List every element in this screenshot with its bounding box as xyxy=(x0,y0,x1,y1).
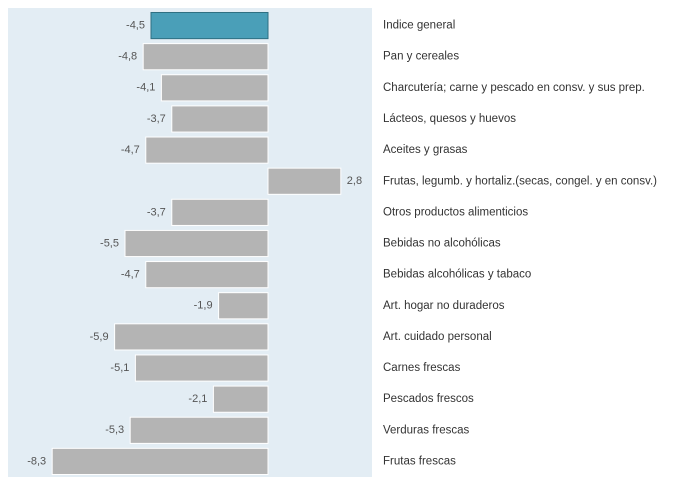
value-label: -5,5 xyxy=(100,237,119,249)
bar xyxy=(145,261,269,289)
category-label: Bebidas alcohólicas y tabaco xyxy=(383,269,531,281)
bar xyxy=(142,43,269,71)
category-label: Art. cuidado personal xyxy=(383,331,492,343)
category-label: Frutas, legumb. y hortaliz.(secas, conge… xyxy=(383,175,657,187)
value-label: -4,8 xyxy=(118,51,137,63)
bar xyxy=(212,385,269,413)
bar xyxy=(114,323,269,351)
value-label: -1,9 xyxy=(194,300,213,312)
category-label: Pan y cereales xyxy=(383,51,459,63)
bar xyxy=(267,167,342,195)
category-label: Art. hogar no duraderos xyxy=(383,300,505,312)
bar xyxy=(124,229,269,258)
value-label: -5,9 xyxy=(90,331,109,343)
category-label: Charcutería; carne y pescado en consv. y… xyxy=(383,82,645,94)
value-label: -4,7 xyxy=(121,269,140,281)
category-label: Indice general xyxy=(383,20,455,32)
bar xyxy=(218,292,269,320)
value-label: -4,7 xyxy=(121,144,140,156)
category-label: Bebidas no alcohólicas xyxy=(383,238,501,250)
bar xyxy=(51,447,269,476)
value-label: -3,7 xyxy=(147,113,166,125)
category-label: Frutas frescas xyxy=(383,455,456,467)
value-label: -2,1 xyxy=(188,393,207,405)
bar xyxy=(171,198,269,226)
category-label: Carnes frescas xyxy=(383,362,461,374)
bar xyxy=(171,105,269,133)
category-label: Pescados frescos xyxy=(383,393,474,405)
category-label: Verduras frescas xyxy=(383,424,470,436)
value-label: -5,3 xyxy=(105,424,124,436)
category-label: Otros productos alimenticios xyxy=(383,206,528,218)
bar xyxy=(145,136,269,164)
bar xyxy=(129,416,269,444)
bar xyxy=(160,74,269,102)
value-label: -8,3 xyxy=(27,455,46,467)
value-label: -4,5 xyxy=(126,19,145,31)
value-label: -5,1 xyxy=(110,362,129,374)
category-label: Aceites y grasas xyxy=(383,144,468,156)
value-label: -3,7 xyxy=(147,206,166,218)
category-label: Lácteos, quesos y huevos xyxy=(383,113,516,125)
bar xyxy=(134,354,269,382)
value-label: -4,1 xyxy=(136,82,155,94)
value-label: 2,8 xyxy=(347,175,362,187)
bar xyxy=(150,11,269,40)
